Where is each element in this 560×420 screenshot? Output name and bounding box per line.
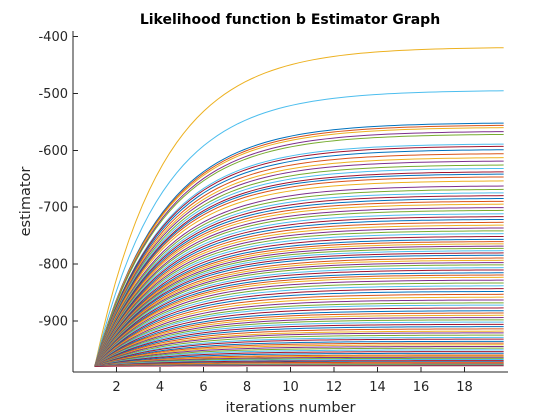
x-ticks-group: 2 4 6 8 10 12 14 16 18 xyxy=(112,367,472,395)
x-tick-label: 6 xyxy=(199,380,207,395)
y-tick-label: -800 xyxy=(38,258,68,273)
x-tick-label: 4 xyxy=(156,380,164,395)
x-tick-label: 12 xyxy=(326,380,343,395)
x-tick-label: 2 xyxy=(112,380,120,395)
y-tick-label: -500 xyxy=(38,87,68,102)
series-group xyxy=(95,48,504,367)
x-axis-title: iterations number xyxy=(225,400,355,416)
x-tick-label: 18 xyxy=(456,380,473,395)
x-tick-label: 10 xyxy=(282,380,299,395)
series-line-100 xyxy=(95,366,504,367)
x-tick-label: 16 xyxy=(413,380,430,395)
y-axis-title: estimator xyxy=(18,167,34,237)
y-tick-label: -700 xyxy=(38,201,68,216)
y-ticks-group: -400 -500 -600 -700 -800 -900 xyxy=(38,30,78,329)
y-tick-label: -400 xyxy=(38,30,68,45)
chart-title: Likelihood function b Estimator Graph xyxy=(140,12,440,28)
x-tick-label: 8 xyxy=(243,380,251,395)
x-tick-label: 14 xyxy=(369,380,386,395)
y-tick-label: -900 xyxy=(38,314,68,329)
y-tick-label: -600 xyxy=(38,144,68,159)
